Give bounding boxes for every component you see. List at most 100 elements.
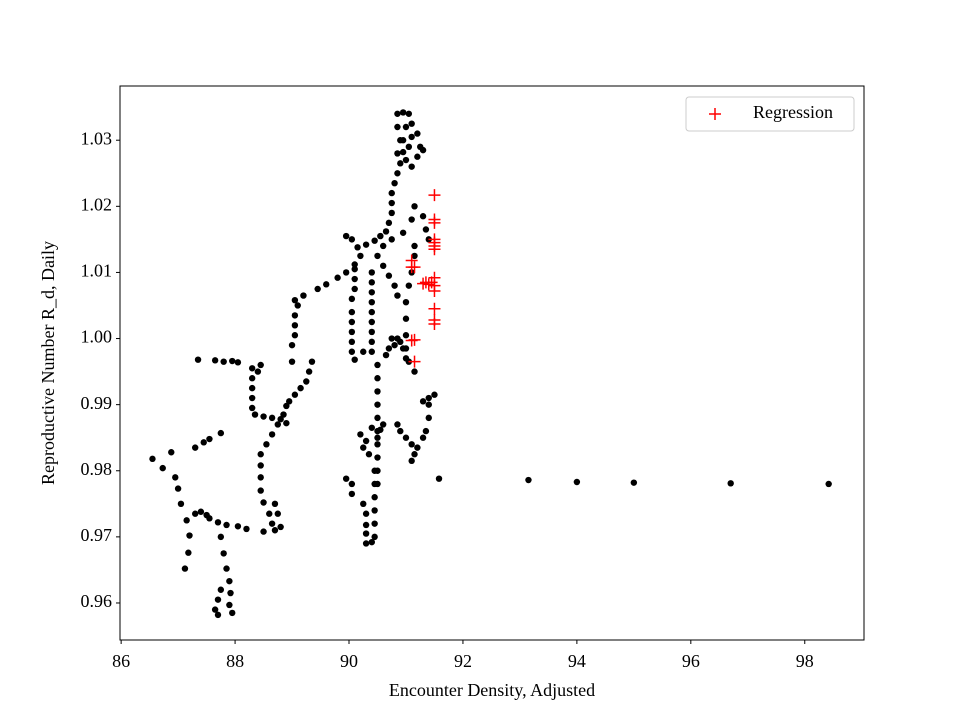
- point: [362, 530, 370, 537]
- plot-frame: [119, 85, 865, 641]
- point: [200, 439, 207, 446]
- y-tick-label: 1.00: [81, 327, 113, 347]
- plus-point: [428, 302, 441, 315]
- point: [419, 146, 427, 154]
- point: [825, 480, 832, 488]
- point: [402, 434, 410, 441]
- point: [360, 500, 367, 508]
- plus-point: [405, 261, 418, 274]
- x-tick-label: 88: [226, 651, 244, 671]
- point: [382, 351, 390, 359]
- point: [257, 451, 264, 458]
- point: [388, 189, 395, 197]
- point: [360, 348, 367, 355]
- y-axis-label: Reproductive Number R_d, Daily: [38, 241, 58, 485]
- point: [371, 507, 378, 514]
- point: [305, 368, 313, 375]
- point: [573, 478, 581, 486]
- point: [263, 441, 270, 448]
- point: [191, 510, 199, 517]
- point: [214, 596, 222, 603]
- point: [217, 429, 225, 437]
- point: [211, 606, 219, 613]
- point: [402, 156, 410, 164]
- point: [362, 521, 370, 529]
- point: [323, 281, 330, 288]
- point: [226, 601, 233, 609]
- point: [220, 550, 227, 557]
- plus-point: [422, 278, 435, 291]
- point: [385, 345, 393, 352]
- point: [348, 295, 356, 303]
- point: [214, 519, 222, 526]
- point: [394, 123, 401, 131]
- point: [234, 523, 242, 530]
- point: [371, 520, 378, 527]
- point: [377, 426, 384, 433]
- point: [411, 252, 418, 260]
- point: [419, 434, 427, 441]
- x-tick-label: 90: [340, 651, 358, 671]
- point: [368, 328, 375, 336]
- point: [368, 289, 375, 296]
- point: [394, 421, 401, 428]
- point: [411, 451, 418, 458]
- point: [348, 480, 356, 488]
- point: [371, 494, 378, 501]
- point: [385, 272, 393, 279]
- point: [630, 479, 638, 486]
- point: [283, 402, 290, 410]
- point: [371, 237, 378, 244]
- plus-point: [405, 334, 418, 347]
- point: [402, 345, 410, 352]
- point: [351, 265, 358, 273]
- point: [283, 419, 290, 427]
- point: [248, 404, 256, 412]
- point: [351, 285, 358, 293]
- point: [357, 431, 364, 438]
- point: [243, 525, 250, 533]
- point: [348, 236, 356, 243]
- point: [405, 143, 413, 151]
- y-tick-label: 0.98: [81, 459, 113, 479]
- point: [351, 275, 358, 283]
- point: [374, 361, 381, 369]
- x-tick-label: 98: [796, 651, 814, 671]
- point: [362, 510, 370, 517]
- point: [159, 464, 166, 472]
- point: [268, 520, 276, 527]
- point: [229, 357, 236, 365]
- point: [368, 538, 375, 546]
- point: [294, 302, 301, 309]
- point: [280, 411, 287, 418]
- point: [374, 388, 381, 395]
- point: [374, 375, 381, 382]
- point: [374, 441, 381, 448]
- point: [388, 199, 395, 207]
- point: [342, 232, 350, 240]
- point: [303, 378, 310, 385]
- point: [408, 441, 415, 448]
- point: [174, 485, 182, 492]
- plus-point: [428, 189, 441, 202]
- point: [248, 384, 256, 392]
- point: [268, 414, 276, 422]
- point: [357, 252, 364, 260]
- point: [348, 490, 356, 498]
- point: [360, 444, 367, 451]
- point: [251, 411, 259, 418]
- point: [379, 262, 387, 270]
- point: [374, 252, 381, 260]
- point: [391, 179, 398, 187]
- point: [348, 318, 356, 326]
- point: [414, 444, 421, 451]
- point: [388, 335, 395, 342]
- point: [402, 123, 410, 131]
- point: [248, 375, 256, 382]
- point: [408, 133, 415, 141]
- point: [348, 348, 356, 355]
- point: [348, 308, 356, 316]
- y-tick-label: 1.02: [81, 194, 113, 214]
- point: [266, 510, 273, 517]
- point: [411, 368, 418, 375]
